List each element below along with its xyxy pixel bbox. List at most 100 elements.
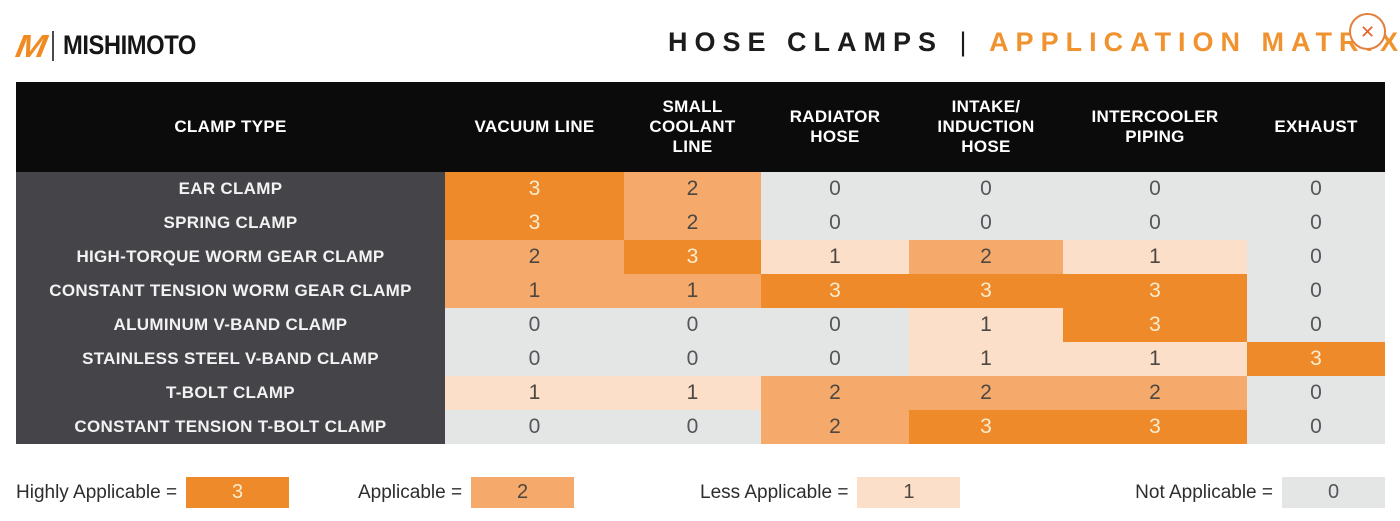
column-header-line: LINE [672,137,713,157]
legend-swatch-0: 0 [1282,477,1385,508]
matrix-cell: 3 [1247,342,1385,376]
legend-label: Not Applicable = [1135,481,1273,503]
legend-highly-applicable: Highly Applicable = 3 [16,477,290,508]
row-label: T-BOLT CLAMP [16,376,445,410]
matrix-cell: 1 [445,376,624,410]
matrix-cell: 3 [1063,274,1247,308]
legend-label: Applicable = [358,481,463,503]
column-header-intercooler-piping: INTERCOOLER PIPING [1063,82,1247,172]
matrix-cell: 0 [909,206,1063,240]
column-header-exhaust: EXHAUST [1247,82,1385,172]
column-header-vacuum-line: VACUUM LINE [445,82,624,172]
column-header-line: VACUUM LINE [474,116,595,136]
column-header-radiator-hose: RADIATOR HOSE [761,82,909,172]
matrix-cell: 0 [1063,206,1247,240]
column-header-line: PIPING [1125,127,1185,146]
application-matrix-table: CLAMP TYPE VACUUM LINE SMALL COOLANT LINE RA… [16,82,1385,444]
legend-swatch-2: 2 [471,477,575,508]
matrix-cell: 1 [761,240,909,274]
mishimoto-logo: M MISHIMOTO [13,28,214,64]
matrix-cell: 2 [761,410,909,444]
matrix-cell: 3 [1063,410,1247,444]
row-label: SPRING CLAMP [16,206,445,240]
matrix-cell: 0 [761,206,909,240]
matrix-cell: 1 [445,274,624,308]
row-label: STAINLESS STEEL V-BAND CLAMP [16,342,445,376]
column-header-line: EXHAUST [1274,116,1358,136]
legend-label: Less Applicable = [700,481,849,503]
matrix-cell: 1 [1063,240,1247,274]
matrix-cell: 0 [445,308,624,342]
matrix-cell: 0 [1247,172,1385,206]
row-label: CONSTANT TENSION WORM GEAR CLAMP [16,274,445,308]
logo-divider [51,30,54,61]
column-header-line: HOSE [810,127,860,146]
legend-label: Highly Applicable = [16,481,178,503]
matrix-cell: 0 [1247,376,1385,410]
row-label: EAR CLAMP [16,172,445,206]
column-header-line: INTAKE/ [951,96,1021,116]
matrix-cell: 2 [624,206,761,240]
column-header-line: COOLANT [649,116,736,136]
matrix-cell: 0 [624,342,761,376]
brand-name: MISHIMOTO [62,30,196,60]
matrix-body: EAR CLAMP 3 2 0 0 0 0 SPRING CLAMP 3 2 0 0 0 0 HIGH-TO… [16,172,1385,444]
legend-less-applicable: Less Applicable = 1 [700,477,961,508]
column-header-small-coolant-line: SMALL COOLANT LINE [624,82,761,172]
column-header-intake-induction-hose: INTAKE/INDUCTION HOSE [909,82,1063,172]
matrix-cell: 1 [624,274,761,308]
matrix-cell: 2 [761,376,909,410]
column-header-line: INDUCTION [937,116,1035,136]
matrix-cell: 0 [445,342,624,376]
row-label: HIGH-TORQUE WORM GEAR CLAMP [16,240,445,274]
column-header-line: SMALL [662,96,723,116]
matrix-cell: 2 [1063,376,1247,410]
matrix-cell: 0 [1247,240,1385,274]
matrix-cell: 0 [445,410,624,444]
matrix-cell: 0 [1063,172,1247,206]
matrix-cell: 1 [1063,342,1247,376]
matrix-cell: 0 [624,410,761,444]
matrix-cell: 3 [445,206,624,240]
column-header-clamp-type: CLAMP TYPE [174,116,287,136]
matrix-cell: 0 [761,308,909,342]
matrix-cell: 0 [909,172,1063,206]
column-header-line: INTERCOOLER [1091,106,1219,126]
matrix-header-row: CLAMP TYPE VACUUM LINE SMALL COOLANT LINE RA… [16,82,1385,172]
matrix-cell: 2 [624,172,761,206]
legend-not-applicable: Not Applicable = 0 [1135,477,1385,508]
matrix-cell: 0 [1247,274,1385,308]
close-icon: ✕ [1359,21,1376,42]
title-separator: | [959,27,974,57]
matrix-cell: 1 [909,342,1063,376]
matrix-cell: 3 [761,274,909,308]
matrix-cell: 3 [624,240,761,274]
mishimoto-m-icon: M [12,27,48,64]
matrix-cell: 2 [909,376,1063,410]
matrix-cell: 0 [1247,206,1385,240]
matrix-cell: 3 [909,274,1063,308]
matrix-cell: 0 [761,342,909,376]
matrix-cell: 2 [445,240,624,274]
title-primary: HOSE CLAMPS [668,27,944,57]
legend-swatch-1: 1 [857,477,961,508]
column-header-line: RADIATOR [789,106,881,126]
matrix-cell: 0 [624,308,761,342]
row-label: ALUMINUM V-BAND CLAMP [16,308,445,342]
matrix-cell: 0 [1247,308,1385,342]
title-secondary: APPLICATION MATRIX [989,27,1400,57]
column-header-line: HOSE [961,137,1011,157]
matrix-cell: 1 [909,308,1063,342]
matrix-cell: 3 [1063,308,1247,342]
top-bar: M MISHIMOTO HOSE CLAMPS | APPLICATION MA… [0,0,1400,82]
matrix-cell: 1 [624,376,761,410]
matrix-cell: 3 [445,172,624,206]
page-title: HOSE CLAMPS | APPLICATION MATRIX [668,27,1400,58]
matrix-cell: 3 [909,410,1063,444]
legend-swatch-3: 3 [186,477,290,508]
matrix-cell: 0 [1247,410,1385,444]
matrix-cell: 0 [761,172,909,206]
legend-applicable: Applicable = 2 [358,477,575,508]
row-label: CONSTANT TENSION T-BOLT CLAMP [16,410,445,444]
close-button[interactable]: ✕ [1349,13,1386,50]
